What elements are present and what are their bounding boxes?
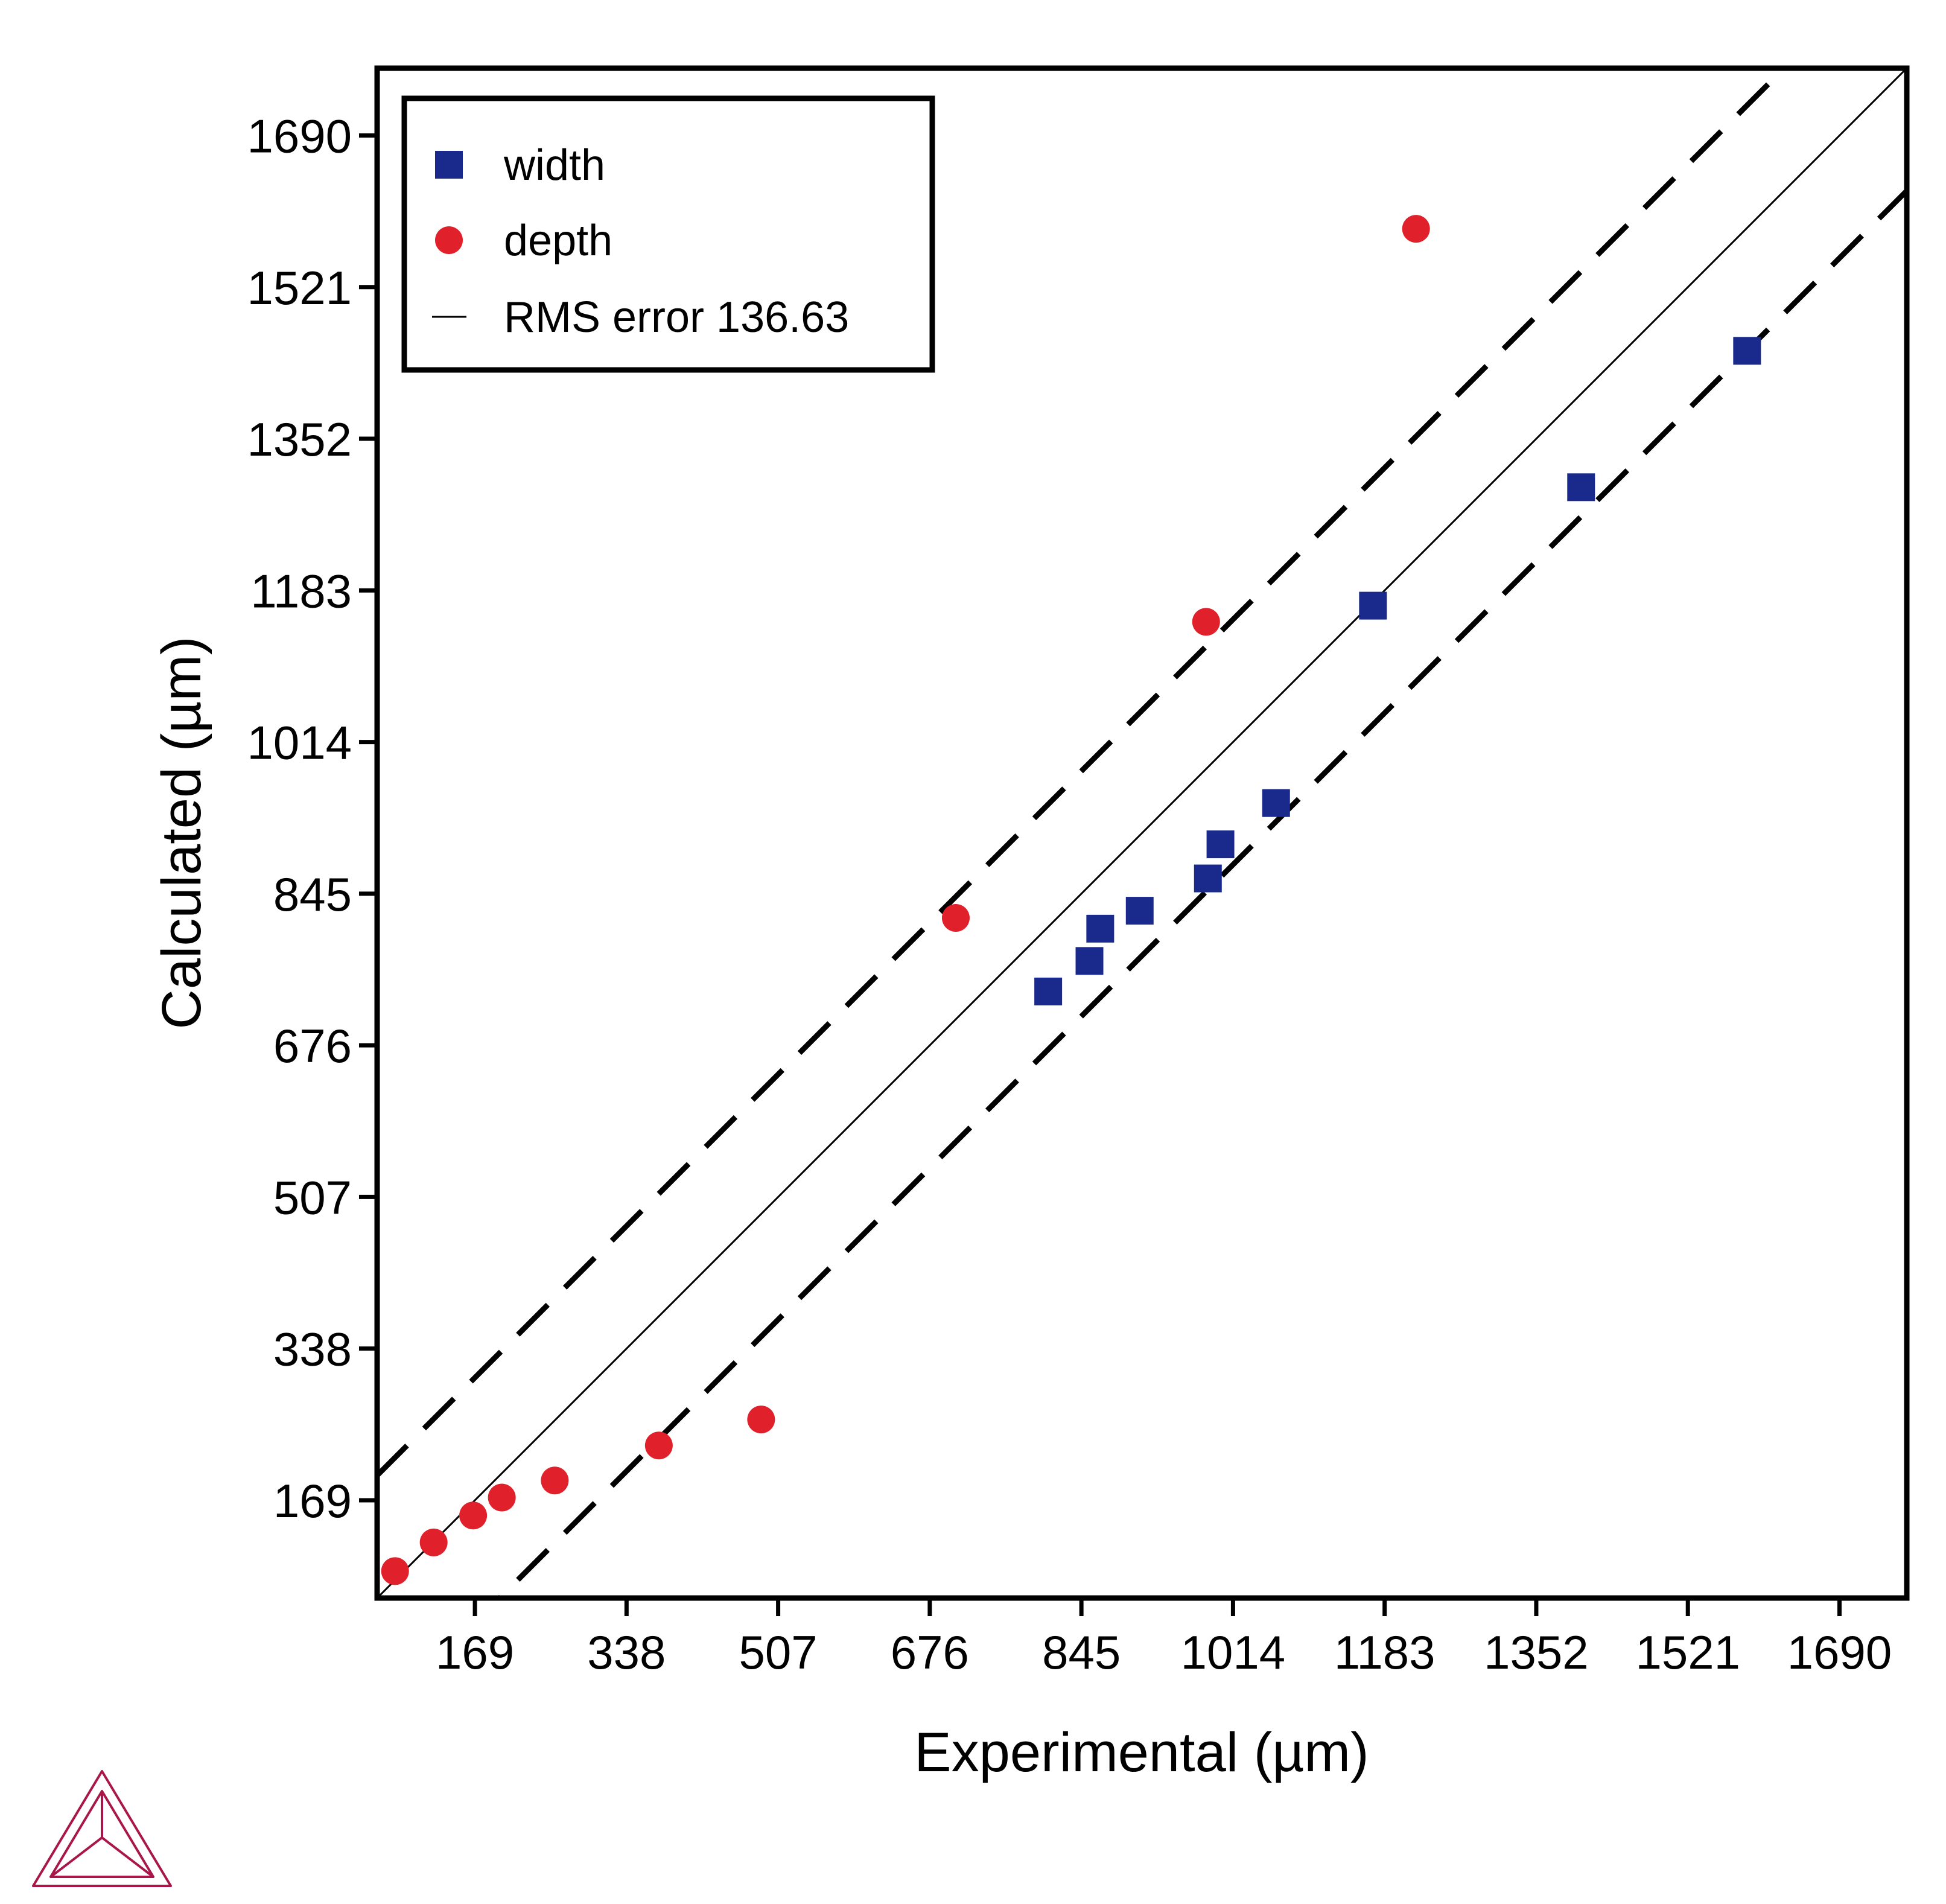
depth-point-9 [1192,608,1220,636]
y-tick-label-507: 507 [273,1171,352,1224]
x-tick-label-507: 507 [739,1626,818,1679]
y-axis-title: Calculated (µm) [151,636,212,1029]
depth-point-3 [459,1501,488,1530]
y-tick-label-845: 845 [273,868,352,921]
thermo-calc-logo [32,1770,172,1887]
width-point-6 [1206,830,1235,859]
legend-width-label: width [503,141,605,189]
legend: width depth RMS error 136.63 [401,95,935,373]
y-tick-label-1352: 1352 [247,413,352,466]
depth-point-4 [488,1483,516,1512]
depth-point-7 [747,1406,775,1434]
x-axis-title: Experimental (µm) [914,1722,1369,1783]
width-point-9 [1567,473,1595,501]
depth-point-2 [419,1528,448,1556]
plot-frame [374,65,1910,1601]
x-tick-label-1352: 1352 [1484,1626,1589,1679]
depth-point-5 [541,1466,569,1495]
x-tick-label-1014: 1014 [1181,1626,1286,1679]
depth-point-8 [941,904,970,932]
x-tick-label-1521: 1521 [1635,1626,1740,1679]
width-point-2 [1075,947,1104,975]
legend-width-marker [435,151,463,179]
data-markers [381,215,1761,1585]
width-point-1 [1034,977,1063,1005]
x-tick-label-169: 169 [436,1626,514,1679]
width-point-7 [1262,789,1290,817]
reference-lines [377,68,1907,1598]
legend-rms-label: RMS error 136.63 [504,293,849,342]
upper-rms-line [377,68,1789,1478]
y-tick-label-338: 338 [273,1323,352,1376]
depth-point-6 [644,1431,673,1460]
depth-point-1 [381,1557,409,1585]
x-tick-label-1183: 1183 [1334,1626,1436,1679]
x-tick-label-845: 845 [1042,1626,1121,1679]
y-tick-label-169: 169 [273,1474,352,1527]
x-tick-label-676: 676 [891,1626,969,1679]
y-tick-label-1014: 1014 [247,716,352,769]
legend-depth-marker [435,226,463,254]
width-point-5 [1194,864,1222,893]
y-axis: 169 338 507 676 845 1014 1183 1352 1521 1690 [247,110,377,1527]
identity-line [377,68,1907,1598]
x-axis: 169 338 507 676 845 1014 1183 1352 1521 1690 [436,1598,1892,1679]
legend-depth-label: depth [504,217,612,265]
legend-box [401,95,935,373]
x-tick-label-338: 338 [587,1626,666,1679]
width-point-3 [1086,914,1114,943]
width-point-4 [1125,897,1154,925]
width-point-10 [1733,337,1761,365]
y-tick-label-676: 676 [273,1019,352,1072]
y-tick-label-1690: 1690 [247,110,352,163]
y-tick-label-1521: 1521 [247,261,352,314]
x-tick-label-1690: 1690 [1787,1626,1892,1679]
lower-rms-line [495,188,1907,1598]
y-tick-label-1183: 1183 [250,564,352,617]
width-point-8 [1359,591,1387,620]
depth-point-10 [1402,215,1430,243]
